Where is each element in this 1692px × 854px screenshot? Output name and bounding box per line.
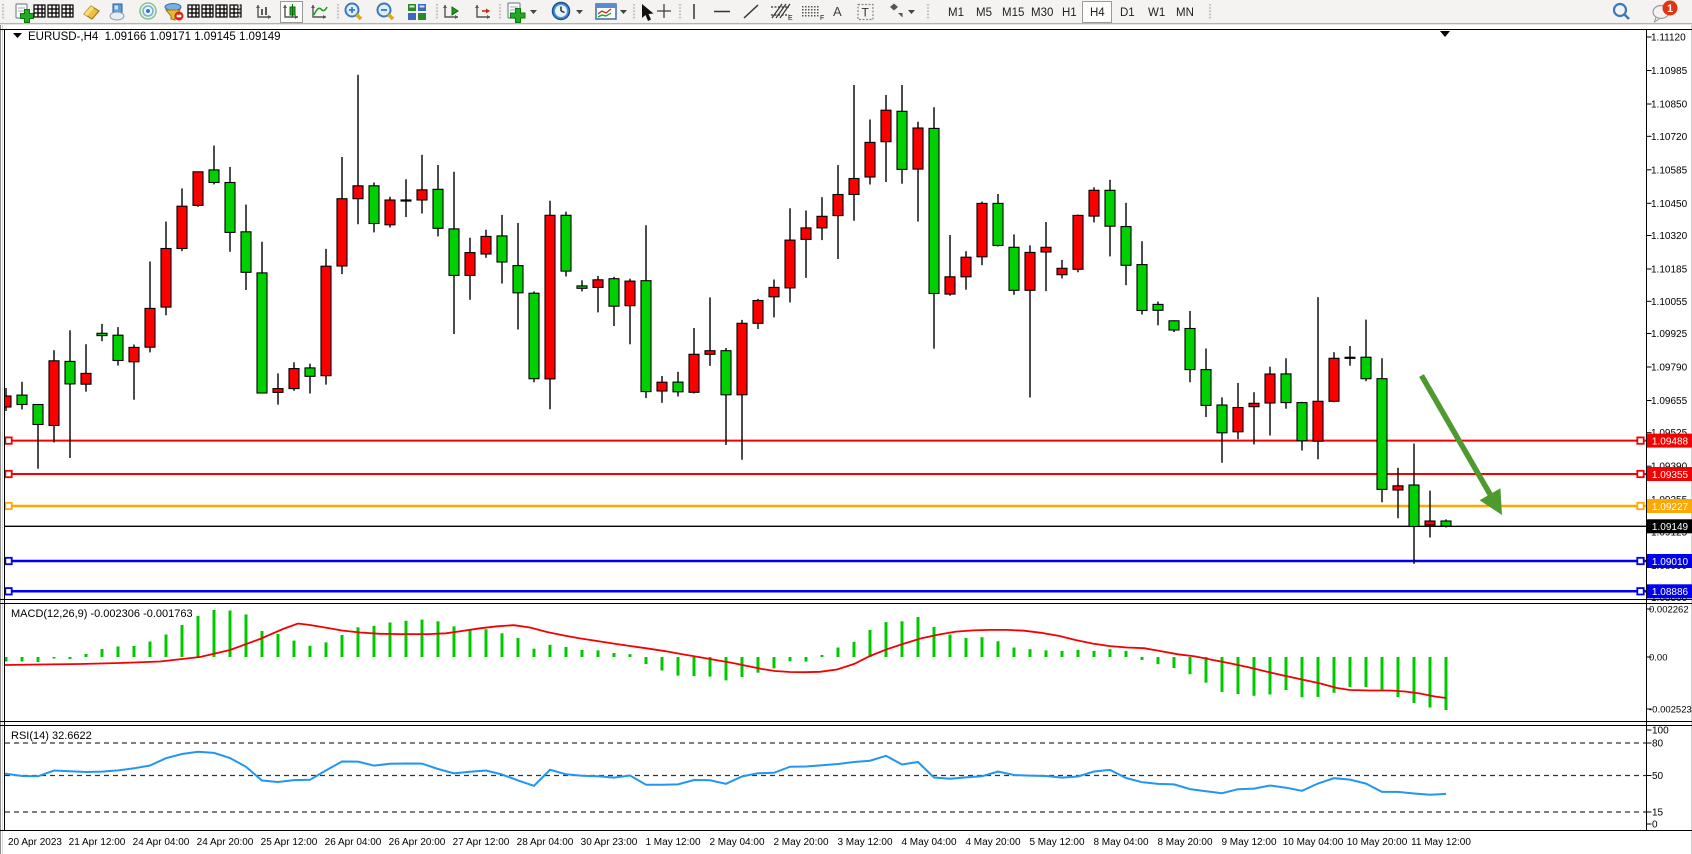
svg-text:1.10850: 1.10850 xyxy=(1651,100,1688,111)
svg-text:1.10185: 1.10185 xyxy=(1651,265,1688,276)
svg-text:1.09149: 1.09149 xyxy=(1652,522,1689,533)
svg-text:8 May 20:00: 8 May 20:00 xyxy=(1157,837,1212,848)
svg-text:28 Apr 04:00: 28 Apr 04:00 xyxy=(517,837,574,848)
svg-text:D1: D1 xyxy=(1120,7,1135,19)
svg-text:M30: M30 xyxy=(1031,7,1053,19)
svg-text:A: A xyxy=(833,4,842,19)
svg-text:50: 50 xyxy=(1652,771,1664,782)
svg-text:0: 0 xyxy=(1652,820,1658,831)
svg-text:5 May 12:00: 5 May 12:00 xyxy=(1029,837,1084,848)
svg-text:10 May 04:00: 10 May 04:00 xyxy=(1283,837,1344,848)
svg-text:30 Apr 23:00: 30 Apr 23:00 xyxy=(581,837,638,848)
svg-text:25 Apr 12:00: 25 Apr 12:00 xyxy=(261,837,318,848)
svg-text:1.10450: 1.10450 xyxy=(1651,199,1688,210)
svg-text:26 Apr 20:00: 26 Apr 20:00 xyxy=(389,837,446,848)
svg-text:0.002262: 0.002262 xyxy=(1649,605,1689,616)
svg-text:F: F xyxy=(820,15,824,22)
svg-text:M1: M1 xyxy=(948,7,964,19)
svg-text:1.08860: 1.08860 xyxy=(1651,593,1688,604)
svg-text:1.11120: 1.11120 xyxy=(1651,33,1686,44)
svg-text:1: 1 xyxy=(1667,3,1673,15)
svg-text:1.10720: 1.10720 xyxy=(1651,132,1688,143)
svg-text:W1: W1 xyxy=(1148,7,1165,19)
svg-text:M5: M5 xyxy=(976,7,992,19)
svg-text:15: 15 xyxy=(1652,808,1664,819)
svg-text:1.09227: 1.09227 xyxy=(1652,502,1689,513)
svg-text:21 Apr 12:00: 21 Apr 12:00 xyxy=(69,837,126,848)
svg-text:1.09355: 1.09355 xyxy=(1652,470,1689,481)
svg-text:EURUSD-,H4 1.09166 1.09171 1.: EURUSD-,H4 1.09166 1.09171 1.09145 1.091… xyxy=(28,31,281,43)
svg-text:100: 100 xyxy=(1652,726,1669,737)
svg-text:H4: H4 xyxy=(1090,7,1105,19)
svg-text:H1: H1 xyxy=(1062,7,1077,19)
svg-text:1 May 12:00: 1 May 12:00 xyxy=(645,837,700,848)
svg-text:26 Apr 04:00: 26 Apr 04:00 xyxy=(325,837,382,848)
svg-text:10 May 20:00: 10 May 20:00 xyxy=(1347,837,1408,848)
svg-text:80: 80 xyxy=(1652,739,1664,750)
svg-text:1.10055: 1.10055 xyxy=(1651,297,1688,308)
svg-text:1.09010: 1.09010 xyxy=(1652,557,1689,568)
svg-text:1.10985: 1.10985 xyxy=(1651,66,1688,77)
svg-text:20 Apr 2023: 20 Apr 2023 xyxy=(8,837,62,848)
svg-text:MACD(12,26,9) -0.002306 -0.001: MACD(12,26,9) -0.002306 -0.001763 xyxy=(11,608,193,620)
svg-text:-0.002523: -0.002523 xyxy=(1649,705,1692,716)
svg-text:1.09925: 1.09925 xyxy=(1651,329,1688,340)
svg-text:9 May 12:00: 9 May 12:00 xyxy=(1221,837,1276,848)
svg-text:3 May 12:00: 3 May 12:00 xyxy=(837,837,892,848)
svg-text:4 May 04:00: 4 May 04:00 xyxy=(901,837,956,848)
svg-text:8 May 04:00: 8 May 04:00 xyxy=(1093,837,1148,848)
svg-text:4 May 20:00: 4 May 20:00 xyxy=(965,837,1020,848)
svg-text:27 Apr 12:00: 27 Apr 12:00 xyxy=(453,837,510,848)
svg-text:2 May 20:00: 2 May 20:00 xyxy=(773,837,828,848)
svg-text:1.09790: 1.09790 xyxy=(1651,363,1688,374)
svg-text:11 May 12:00: 11 May 12:00 xyxy=(1411,837,1471,848)
svg-text:M15: M15 xyxy=(1002,7,1024,19)
svg-text:E: E xyxy=(788,15,793,22)
svg-text:MN: MN xyxy=(1176,7,1194,19)
svg-text:T: T xyxy=(862,6,870,20)
svg-text:1.09655: 1.09655 xyxy=(1651,396,1688,407)
svg-text:RSI(14) 32.6622: RSI(14) 32.6622 xyxy=(11,730,92,742)
svg-text:0.00: 0.00 xyxy=(1649,653,1668,664)
svg-text:1.10320: 1.10320 xyxy=(1651,231,1688,242)
svg-text:24 Apr 04:00: 24 Apr 04:00 xyxy=(133,837,190,848)
svg-text:1.08886: 1.08886 xyxy=(1652,587,1689,598)
svg-text:24 Apr 20:00: 24 Apr 20:00 xyxy=(197,837,254,848)
svg-text:1.09488: 1.09488 xyxy=(1652,436,1689,447)
svg-text:1.10585: 1.10585 xyxy=(1651,165,1688,176)
svg-text:2 May 04:00: 2 May 04:00 xyxy=(709,837,764,848)
